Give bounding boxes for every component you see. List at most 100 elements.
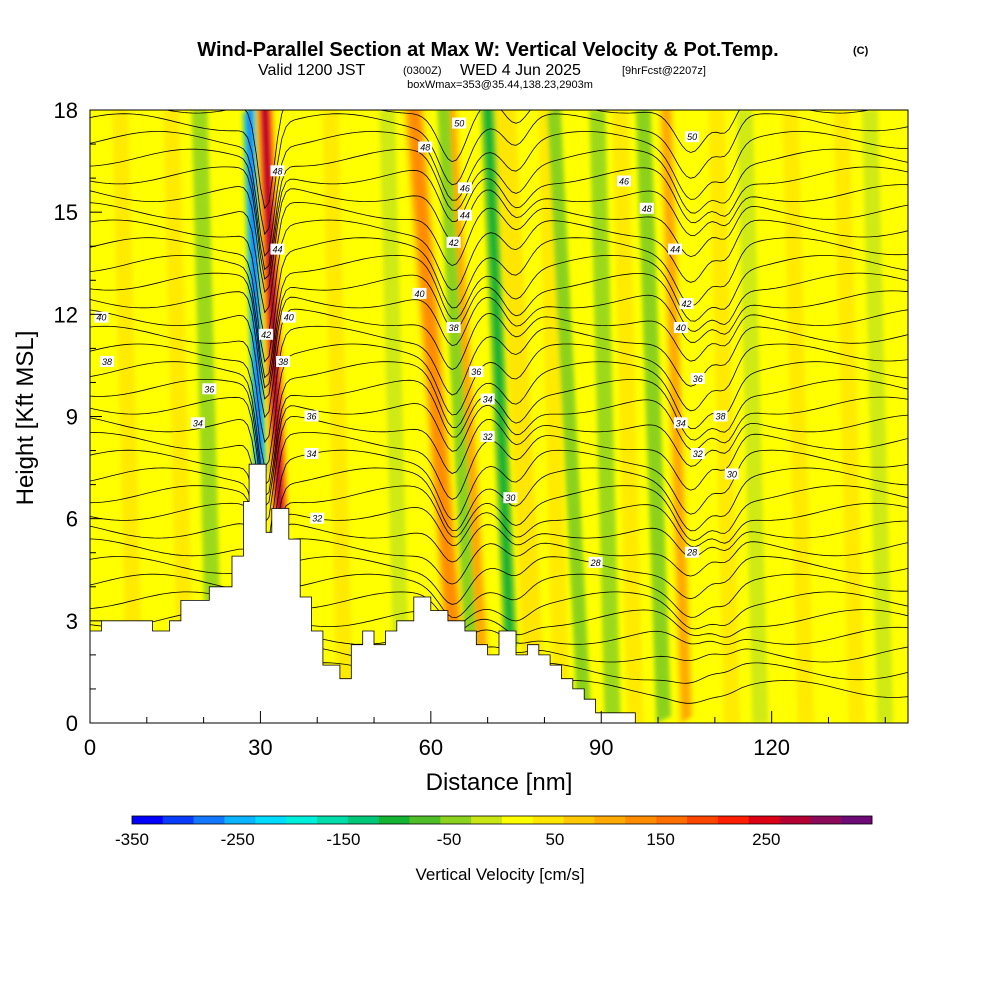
contour-label-bg [617,175,631,187]
valid-date: WED 4 Jun 2025 [460,62,581,79]
contour-label-bg [259,328,274,340]
x-tick-label: 30 [248,735,272,760]
isentrope-line [90,308,908,419]
y-tick-label: 12 [54,302,78,327]
contour-label-bg [304,448,319,459]
colorbar-tick-label: 150 [646,830,674,849]
isentrope-line [90,184,908,293]
contour-label: 32 [690,448,705,459]
contour-label: 38 [713,410,728,422]
potential-temperature-contours [90,110,908,711]
y-tick-label: 15 [54,200,78,225]
contour-label-text: 36 [471,367,481,377]
contour-label-text: 38 [715,412,725,422]
contour-label-text: 44 [272,245,282,255]
terrain-mask [90,463,908,723]
chart-title: Wind-Parallel Section at Max W: Vertical… [197,39,778,61]
isentrope-line [90,131,908,257]
contour-label-bg [418,141,433,153]
isentrope-line [90,432,908,547]
velocity-band [547,110,591,717]
isentrope-line [90,556,908,632]
contour-label-bg [724,468,739,480]
box-wmax-info: boxWmax=353@35.44,138.23,2903m [407,79,593,91]
contour-label-bg [202,383,217,395]
colorbar-swatch [286,816,318,824]
velocity-band [737,110,769,723]
velocity-band [322,110,354,723]
contour-label-bg [690,448,705,459]
contour-label-bg [469,366,484,378]
contour-label-text: 50 [454,119,464,129]
contour-label: 34 [304,448,319,459]
contour-label-bg [310,512,325,524]
plot-area: 50 50 48 48 46 46 44 48 42 44 44 40 42 40 40 38 40 42 38 38… [90,110,908,723]
valid-time: Valid 1200 JST [258,62,366,79]
colorbar-swatch [841,816,873,824]
contour-label-text: 40 [284,313,294,323]
velocity-band [408,110,459,638]
contour-label-text: 48 [272,166,282,176]
colorbar-swatch [810,816,842,824]
colorbar-swatch [440,816,472,824]
colorbar-swatch [193,816,225,824]
velocity-band [495,110,543,662]
contour-label: 28 [588,556,603,568]
colorbar-tick-label: 50 [545,830,564,849]
velocity-band [833,110,865,723]
contour-label-text: 38 [449,323,459,333]
contour-label-text: 50 [687,132,697,142]
contour-label: 46 [617,175,631,187]
y-axis: 0 3 6 9 12 15 18 [54,98,102,736]
copyright-mark: (C) [853,45,869,57]
colorbar-tick-label: 250 [752,830,780,849]
contour-label-text: 48 [642,204,652,214]
contour-label-bg [480,430,495,442]
isentrope-line [90,361,908,487]
contour-label: 28 [685,546,700,558]
velocity-band [379,110,411,723]
isentrope-line [90,237,908,363]
contour-label: 46 [457,182,472,194]
contour-label-text: 46 [460,183,470,193]
contour-label-text: 46 [619,177,629,187]
contour-labels: 50 50 48 48 46 46 44 48 42 44 44 40 42 40 40 38 40 42 38 38… [94,117,739,568]
colorbar-swatch [717,816,749,824]
isentrope-line [90,343,908,468]
contour-label-text: 32 [693,449,703,459]
isentrope-line [90,290,908,400]
contour-label: 32 [310,512,325,524]
isentrope-line [90,414,908,524]
contour-label-bg [304,410,319,422]
contour-label-bg [679,298,694,310]
isentrope-line [90,272,908,389]
contour-label: 44 [668,243,683,255]
contour-label: 32 [480,430,495,442]
y-tick-label: 18 [54,98,78,123]
contour-label-text: 36 [693,374,703,384]
contour-label-text: 34 [483,395,493,405]
colorbar-ticks: -350 -250 -150 -50 50 150 250 [115,830,781,849]
colorbar-tick-label: -250 [221,830,255,849]
contour-label-bg [685,131,700,143]
contour-label: 44 [457,209,472,221]
velocity-band [589,110,621,723]
contour-label-text: 32 [312,514,322,524]
isentrope-line [90,520,908,598]
contour-label-bg [503,492,518,504]
x-tick-label: 60 [419,735,443,760]
contour-label-text: 40 [676,323,686,333]
colorbar-swatch [317,816,349,824]
contour-label-text: 44 [670,245,680,255]
contour-label-text: 32 [483,432,493,442]
velocity-band [612,110,644,723]
velocity-band [538,110,570,723]
x-tick-label: 120 [753,735,790,760]
colorbar-swatch [255,816,287,824]
contour-label: 30 [503,492,518,504]
vertical-velocity-field [112,110,894,723]
colorbar-swatch [471,816,503,824]
contour-label-bg [457,182,472,194]
contour-label-bg [281,311,296,323]
velocity-band [191,110,223,723]
